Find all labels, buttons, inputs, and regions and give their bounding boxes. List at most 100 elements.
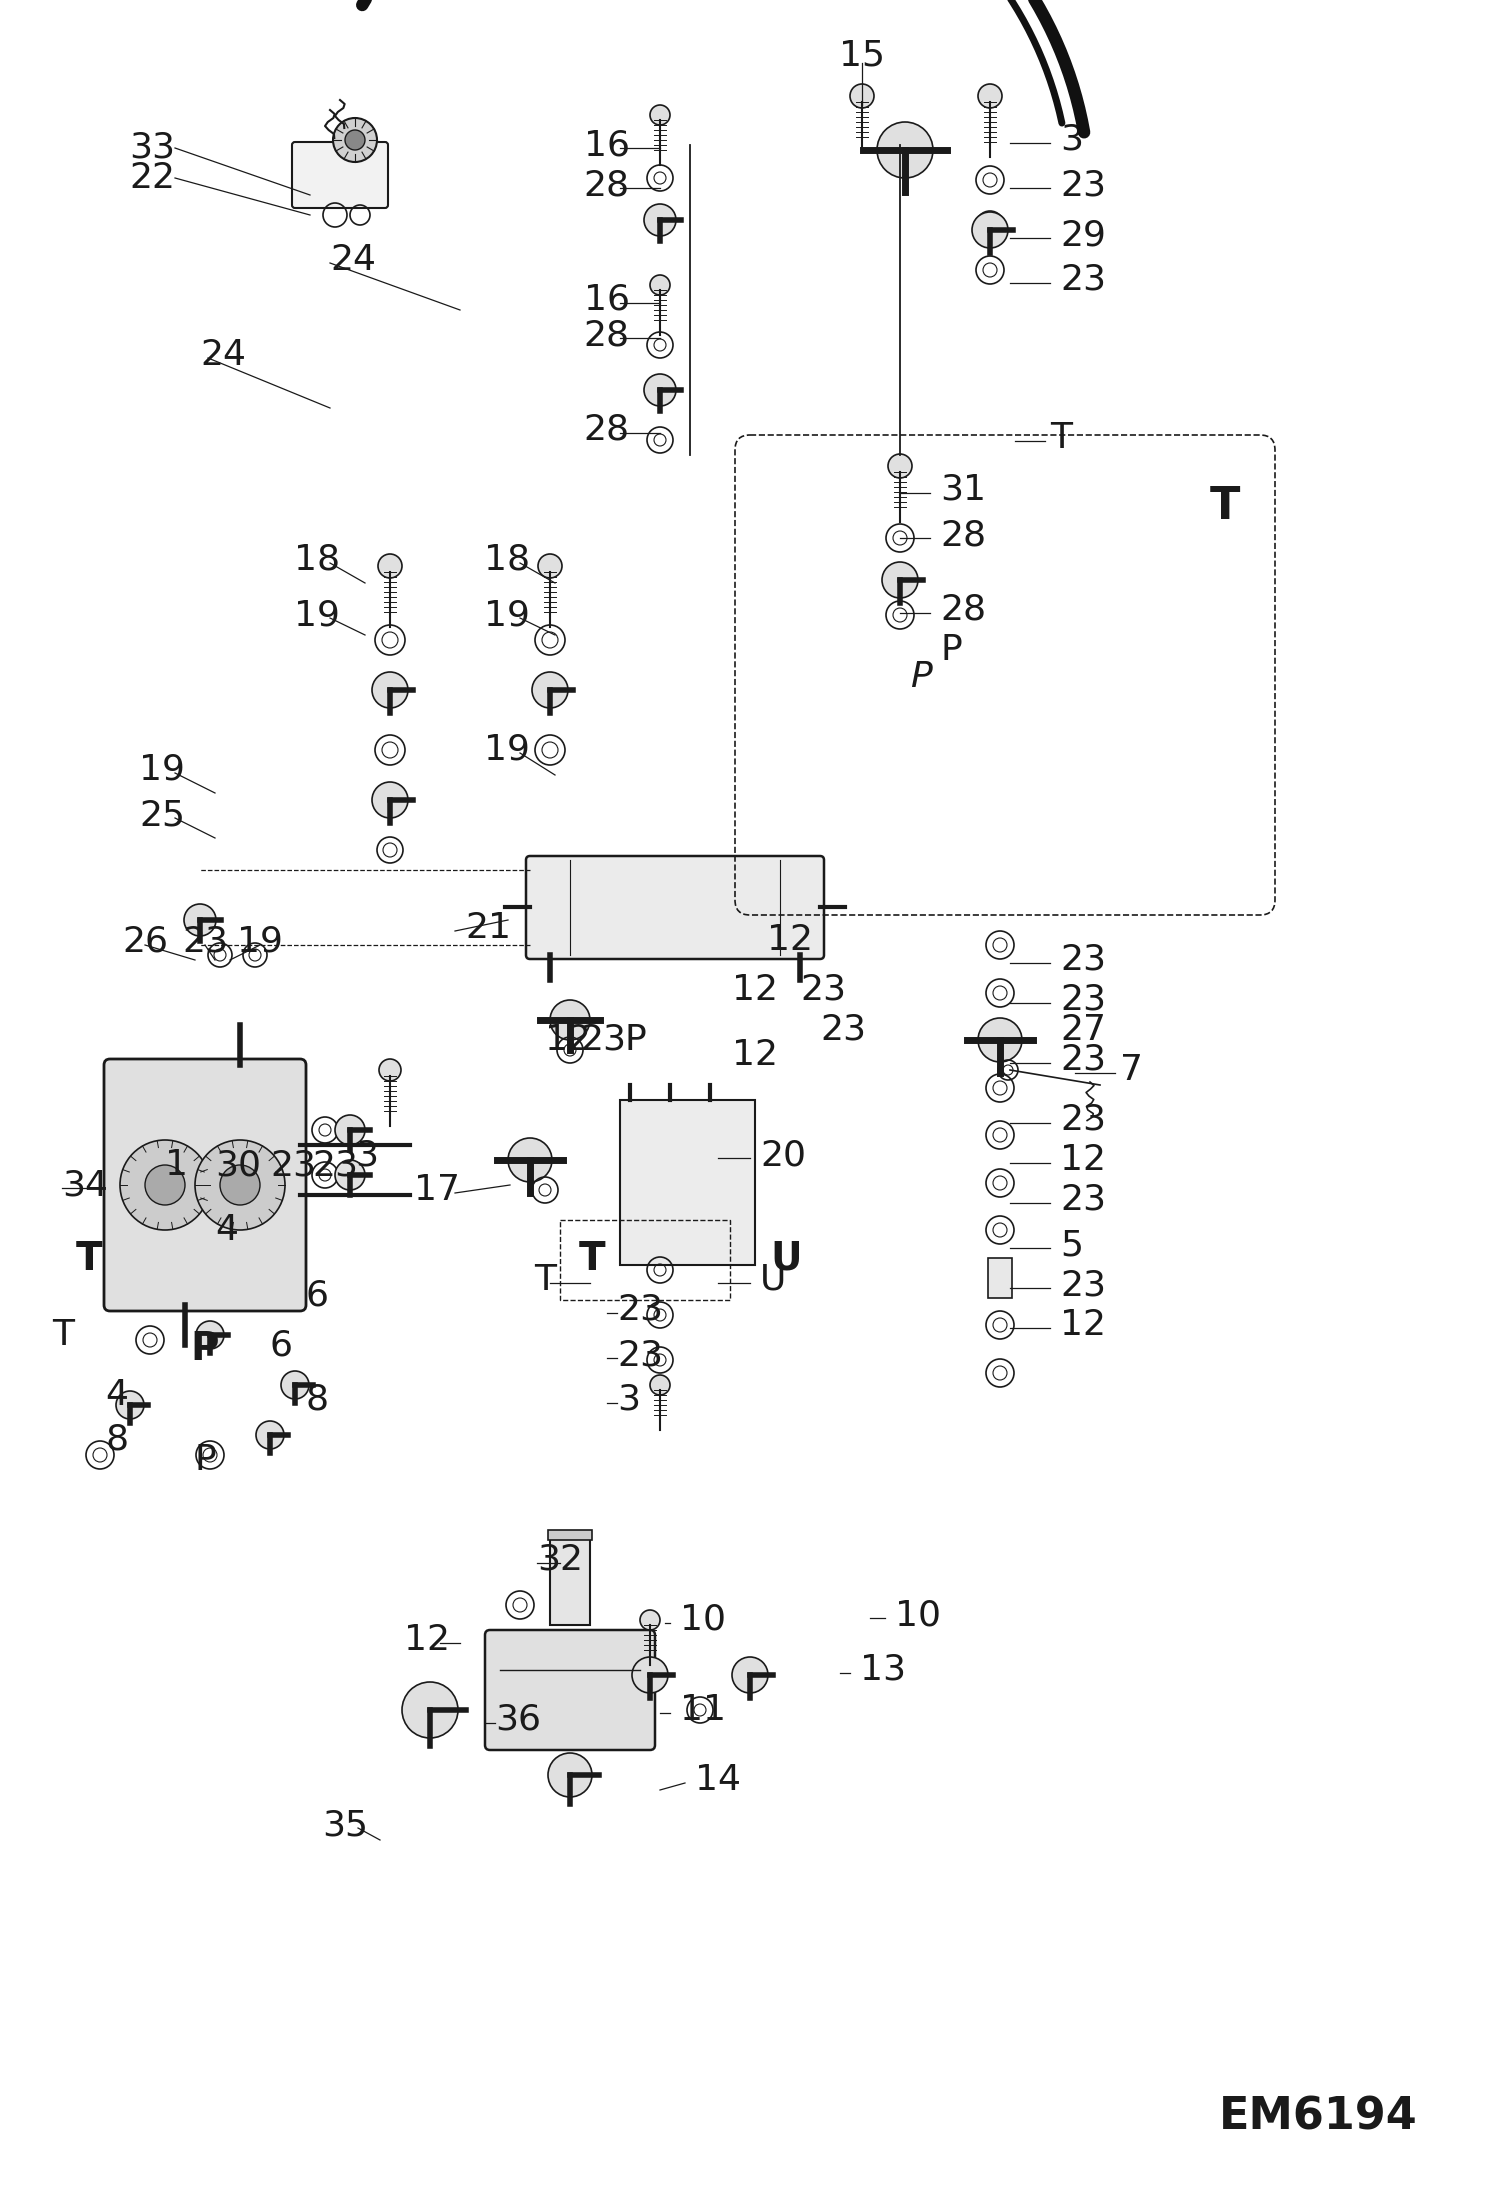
- Text: 21: 21: [464, 911, 511, 946]
- Circle shape: [379, 1060, 401, 1082]
- Text: 24: 24: [330, 244, 376, 276]
- Circle shape: [282, 1371, 309, 1400]
- Circle shape: [345, 129, 366, 149]
- Circle shape: [256, 1422, 285, 1448]
- Text: 23: 23: [1061, 1042, 1106, 1077]
- Text: 20: 20: [759, 1139, 806, 1172]
- Circle shape: [632, 1656, 668, 1694]
- Circle shape: [876, 123, 933, 178]
- Text: T: T: [533, 1264, 556, 1297]
- Text: 12: 12: [733, 1038, 777, 1073]
- Text: 28: 28: [584, 169, 631, 202]
- FancyBboxPatch shape: [526, 856, 824, 959]
- Text: 12: 12: [545, 1022, 592, 1058]
- FancyBboxPatch shape: [485, 1630, 655, 1751]
- Circle shape: [508, 1139, 551, 1183]
- Text: 33: 33: [129, 132, 175, 165]
- Text: 18: 18: [484, 542, 530, 577]
- Text: 30: 30: [216, 1147, 261, 1183]
- Circle shape: [184, 904, 216, 937]
- Text: 5: 5: [1061, 1229, 1083, 1262]
- Text: P: P: [195, 1444, 217, 1477]
- Circle shape: [115, 1391, 144, 1420]
- Circle shape: [888, 454, 912, 478]
- Text: 12: 12: [1061, 1143, 1106, 1176]
- Circle shape: [644, 204, 676, 237]
- Circle shape: [548, 1753, 592, 1797]
- Text: 25: 25: [139, 799, 184, 832]
- Circle shape: [882, 562, 918, 599]
- Bar: [550, 1536, 590, 1626]
- Text: 4: 4: [105, 1378, 127, 1413]
- Circle shape: [978, 83, 1002, 108]
- Text: 11: 11: [680, 1694, 727, 1727]
- Text: 23: 23: [1061, 1268, 1106, 1301]
- Text: 3: 3: [617, 1382, 640, 1417]
- Circle shape: [650, 105, 670, 125]
- Text: T: T: [578, 1240, 605, 1277]
- Text: 3: 3: [355, 1139, 377, 1172]
- Circle shape: [538, 555, 562, 577]
- Text: 27: 27: [1061, 1014, 1106, 1047]
- Circle shape: [644, 373, 676, 406]
- Text: 16: 16: [584, 283, 631, 316]
- Text: 28: 28: [584, 318, 631, 351]
- Text: 28: 28: [941, 518, 986, 553]
- Text: 10: 10: [894, 1597, 941, 1632]
- Circle shape: [196, 1321, 225, 1349]
- Text: P: P: [190, 1330, 219, 1369]
- Text: 1: 1: [165, 1147, 189, 1183]
- FancyBboxPatch shape: [103, 1060, 306, 1312]
- Text: 23: 23: [1061, 983, 1106, 1018]
- Text: 8: 8: [105, 1424, 129, 1457]
- Text: 31: 31: [941, 474, 986, 507]
- Circle shape: [333, 118, 377, 162]
- Circle shape: [336, 1115, 366, 1145]
- Text: 26: 26: [121, 926, 168, 959]
- Circle shape: [972, 213, 1008, 248]
- Text: 18: 18: [294, 542, 340, 577]
- Text: 4: 4: [216, 1213, 238, 1246]
- Text: 12: 12: [767, 924, 813, 957]
- Text: 6: 6: [306, 1277, 328, 1312]
- Bar: [560, 1220, 730, 1301]
- Text: 35: 35: [322, 1808, 369, 1843]
- Circle shape: [650, 1376, 670, 1395]
- Circle shape: [849, 83, 873, 108]
- Circle shape: [120, 1141, 210, 1231]
- Text: EM6194: EM6194: [1219, 2095, 1419, 2139]
- Text: U: U: [770, 1240, 801, 1277]
- Text: 6: 6: [270, 1327, 294, 1362]
- Text: 19: 19: [139, 753, 184, 788]
- Text: 19: 19: [294, 599, 340, 632]
- Text: U: U: [759, 1264, 786, 1297]
- Text: P: P: [941, 634, 962, 667]
- Text: 28: 28: [941, 592, 986, 627]
- Text: 23: 23: [580, 1022, 626, 1058]
- Text: 23: 23: [617, 1292, 664, 1327]
- Text: T: T: [1050, 421, 1073, 454]
- Bar: [989, 1257, 1013, 1299]
- Text: 32: 32: [536, 1542, 583, 1577]
- Text: 15: 15: [839, 37, 885, 72]
- Text: T: T: [1209, 485, 1240, 529]
- Text: 12: 12: [1061, 1308, 1106, 1343]
- Text: 23: 23: [312, 1147, 358, 1183]
- Text: 19: 19: [484, 599, 530, 632]
- Text: 23: 23: [800, 972, 846, 1007]
- Text: 16: 16: [584, 127, 631, 162]
- Circle shape: [401, 1683, 458, 1738]
- Circle shape: [640, 1610, 661, 1630]
- Text: 3: 3: [1061, 123, 1083, 158]
- Circle shape: [195, 1141, 285, 1231]
- Circle shape: [145, 1165, 184, 1205]
- Bar: [620, 1099, 755, 1266]
- Text: 19: 19: [237, 926, 283, 959]
- Text: 7: 7: [1121, 1053, 1143, 1086]
- Text: P: P: [625, 1022, 647, 1058]
- Circle shape: [650, 274, 670, 294]
- Text: 23: 23: [819, 1014, 866, 1047]
- FancyBboxPatch shape: [292, 143, 388, 208]
- Text: 23: 23: [1061, 169, 1106, 202]
- Text: 23: 23: [1061, 1183, 1106, 1218]
